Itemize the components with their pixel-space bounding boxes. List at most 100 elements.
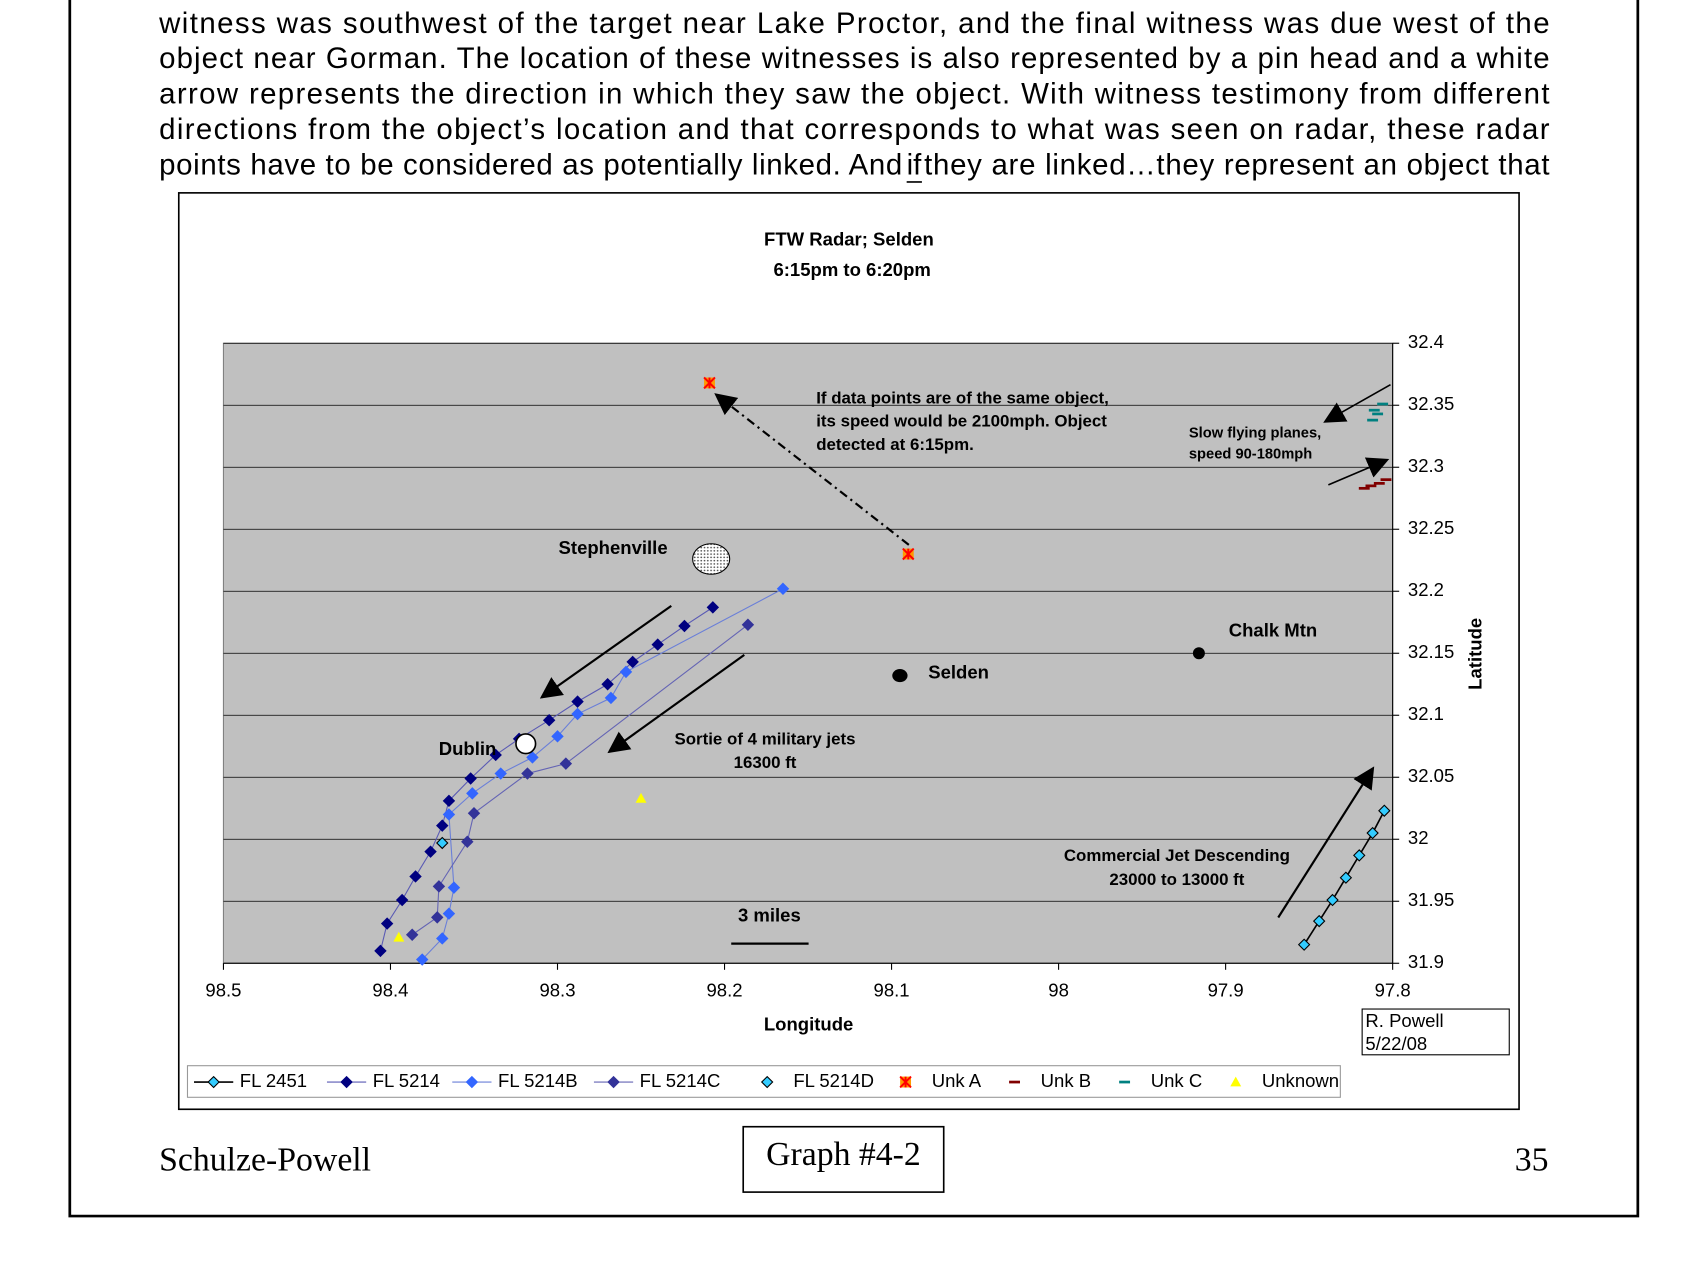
legend-swatch — [760, 1075, 774, 1089]
point — [380, 917, 394, 930]
legend-label: FL 5214B — [498, 1070, 578, 1091]
point — [604, 691, 618, 705]
arrow — [1277, 766, 1375, 919]
credit: R. Powell — [1365, 1010, 1443, 1031]
arrow — [1323, 383, 1391, 423]
legend-swatch — [340, 1075, 353, 1089]
point — [489, 748, 502, 762]
legend-label: FL 5214 — [373, 1070, 440, 1091]
x-tick-label: 98.3 — [539, 979, 575, 1000]
point — [374, 944, 387, 958]
point — [619, 665, 633, 679]
point — [436, 836, 449, 850]
y-tick-label: 32.25 — [1408, 517, 1454, 538]
footer-center: Graph #4-2 — [766, 1136, 921, 1173]
arrow — [607, 654, 745, 754]
x-tick-label: 98.2 — [707, 979, 743, 1000]
legend-label: Unk C — [1151, 1070, 1202, 1091]
legend-label: FL 2451 — [240, 1070, 307, 1091]
y-tick-label: 32.35 — [1408, 393, 1454, 414]
point — [1326, 893, 1339, 907]
chart-title: 6:15pm to 6:20pm — [773, 259, 930, 280]
point — [741, 618, 755, 631]
y-tick-label: 32.4 — [1408, 331, 1444, 352]
y-tick-label: 32.15 — [1408, 641, 1454, 662]
paragraph-line: arrow represents the direction in which … — [159, 78, 1549, 111]
point — [559, 757, 573, 770]
annotation: 3 miles — [738, 904, 801, 925]
point — [424, 845, 437, 858]
annotation: detected at 6:15pm. — [816, 435, 974, 454]
point — [626, 655, 639, 669]
x-tick-label: 98 — [1048, 979, 1069, 1000]
y-tick-label: 32.05 — [1408, 765, 1454, 786]
point — [651, 638, 664, 651]
legend-label: FL 5214D — [793, 1070, 874, 1091]
legend-swatch — [465, 1075, 479, 1089]
point — [405, 928, 419, 941]
paragraph-line: they are linked…they represent an object… — [924, 148, 1549, 181]
annotation: its speed would be 2100mph. Object — [816, 412, 1107, 431]
point — [447, 881, 461, 894]
point — [442, 794, 456, 808]
y-axis-label: Latitude — [1464, 618, 1485, 690]
point — [395, 893, 409, 907]
footer-left: Schulze-Powell — [159, 1141, 371, 1178]
legend-swatch — [607, 1075, 620, 1089]
y-tick-label: 32 — [1408, 827, 1429, 848]
y-tick-label: 31.9 — [1408, 951, 1444, 972]
annotation: If data points are of the same object, — [816, 388, 1109, 407]
place-marker — [515, 733, 537, 755]
annotation: 23000 to 13000 ft — [1109, 870, 1244, 889]
y-tick-label: 32.3 — [1408, 455, 1444, 476]
point — [551, 730, 564, 743]
legend-swatch — [207, 1075, 220, 1089]
point — [902, 547, 915, 561]
y-tick-label: 32.1 — [1408, 703, 1444, 724]
point — [432, 880, 446, 893]
point — [1378, 804, 1391, 817]
point — [393, 931, 405, 942]
point — [466, 787, 479, 800]
point — [542, 713, 556, 727]
point — [1312, 914, 1326, 928]
point — [703, 376, 716, 390]
legend-label: FL 5214C — [640, 1070, 721, 1091]
x-tick-label: 97.9 — [1208, 979, 1244, 1000]
legend-label: Unknown — [1262, 1070, 1339, 1091]
paragraph-line: directions from the object’s location an… — [159, 113, 1550, 146]
point — [442, 808, 456, 821]
point — [1339, 871, 1353, 884]
place-label: Dublin — [439, 738, 497, 759]
arrow — [714, 393, 910, 546]
point — [571, 695, 584, 708]
point — [1297, 938, 1311, 951]
point — [467, 807, 481, 820]
place-marker — [692, 543, 731, 575]
footer-right: 35 — [1515, 1141, 1549, 1178]
x-tick-label: 97.8 — [1375, 979, 1411, 1000]
arrow — [539, 604, 672, 699]
point — [431, 911, 444, 924]
legend-swatch — [1230, 1076, 1242, 1087]
point — [436, 819, 449, 832]
x-tick-label: 98.1 — [874, 979, 910, 1000]
point — [436, 932, 449, 945]
place-marker — [892, 669, 908, 683]
annotation: Sortie of 4 military jets — [675, 729, 856, 748]
point — [415, 953, 429, 966]
point — [521, 767, 534, 780]
place-label: Stephenville — [559, 537, 668, 558]
point — [601, 678, 614, 691]
footer-box — [742, 1125, 945, 1193]
point — [442, 907, 456, 920]
paragraph-line: object near Gorman. The location of thes… — [159, 42, 1549, 75]
point — [776, 582, 790, 595]
annotation: Commercial Jet Descending — [1064, 846, 1290, 865]
arrow — [1328, 457, 1390, 486]
y-tick-label: 32.2 — [1408, 579, 1444, 600]
point — [461, 835, 474, 848]
point — [409, 870, 422, 883]
place-marker — [1192, 647, 1205, 660]
paragraph-line: witness was southwest of the target near… — [158, 7, 1549, 40]
